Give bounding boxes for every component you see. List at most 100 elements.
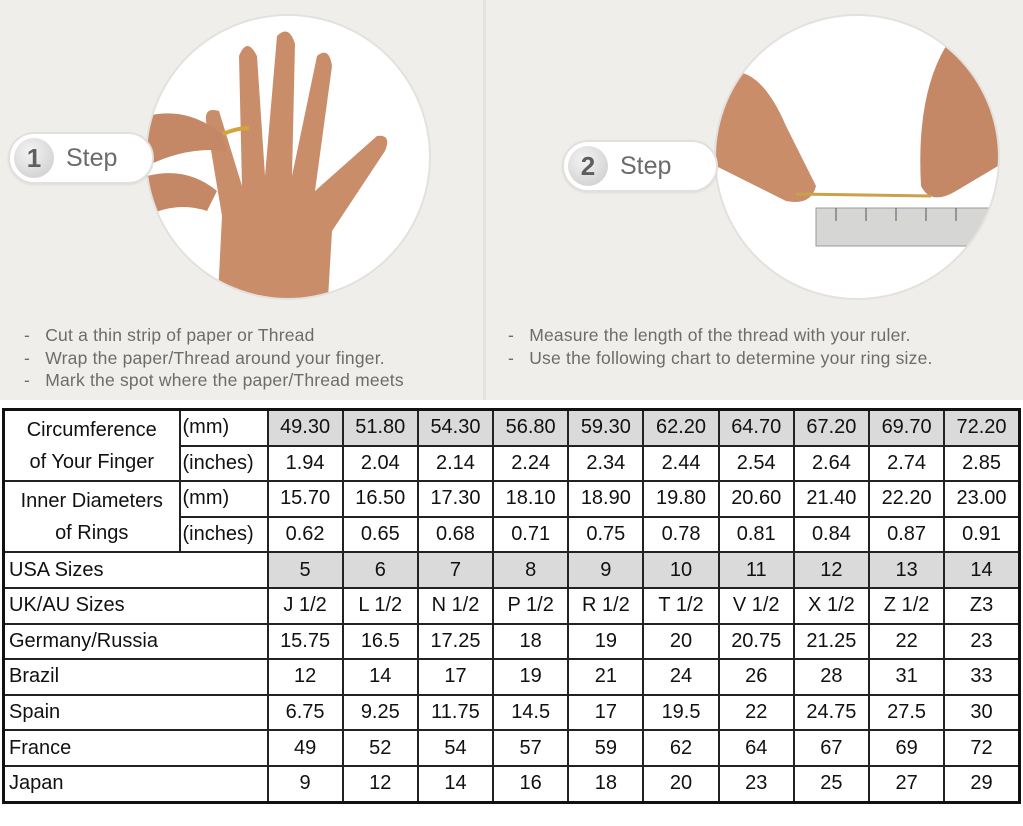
table-cell: 2.74 [867, 444, 946, 483]
table-cell: 2.54 [717, 444, 795, 483]
table-cell: 59.30 [567, 408, 645, 447]
table-cell: 0.62 [266, 515, 344, 554]
table-cell: Z3 [943, 586, 1021, 625]
table-cell: 24.75 [792, 693, 871, 732]
table-cell: 19.80 [642, 480, 720, 518]
inner-diameter-header: Inner Diameters of Rings [2, 480, 181, 554]
table-cell: 52 [341, 729, 419, 767]
table-row: UK/AU Sizes J 1/2 L 1/2 N 1/2 P 1/2 R 1/2 T 1/… [2, 586, 1021, 625]
table-cell: 13 [867, 551, 946, 589]
table-cell: 25 [792, 764, 871, 804]
table-cell: 0.78 [642, 515, 720, 554]
table-cell: 57 [492, 729, 570, 767]
table-cell: 2.44 [642, 444, 720, 483]
row-label: France [2, 729, 269, 767]
table-cell: 29 [943, 764, 1021, 804]
table-cell: 21.25 [792, 622, 871, 661]
hand-ring-photo [147, 16, 429, 298]
table-cell: 2.24 [492, 444, 570, 483]
ruler-thread-photo [716, 16, 998, 298]
table-cell: 27.5 [867, 693, 946, 732]
instruction: Mark the spot where the paper/Thread mee… [24, 369, 404, 392]
table-cell: 2.85 [943, 444, 1021, 483]
table-cell: 20.75 [717, 622, 795, 661]
table-row: USA Sizes 5 6 7 8 9 10 11 12 13 14 [2, 551, 1021, 589]
table-cell: 8 [492, 551, 570, 589]
table-cell: 14 [416, 764, 495, 804]
table-cell: 0.68 [416, 515, 495, 554]
table-cell: 49 [266, 729, 344, 767]
table-row: Germany/Russia 15.75 16.5 17.25 18 19 20 20.75 2… [2, 622, 1021, 661]
table-row: Circumference of Your Finger (mm) 49.30 51.8… [2, 408, 1021, 483]
instruction: Wrap the paper/Thread around your finger… [24, 347, 404, 370]
table-cell: 14 [341, 658, 419, 696]
table-cell: 62 [642, 729, 720, 767]
table-cell: 56.80 [492, 408, 570, 447]
table-cell: 11.75 [416, 693, 495, 732]
table-cell: 0.75 [567, 515, 645, 554]
table-cell: 54 [416, 729, 495, 767]
table-cell: 49.30 [266, 408, 344, 447]
table-cell: 16.50 [341, 480, 419, 518]
table-cell: 62.20 [642, 408, 720, 447]
table-cell: 18 [492, 622, 570, 661]
table-cell: 14 [943, 551, 1021, 589]
table-cell: 0.71 [492, 515, 570, 554]
table-cell: 7 [416, 551, 495, 589]
row-label: Spain [2, 693, 269, 732]
table-cell: 17.30 [416, 480, 495, 518]
table-cell: 2.14 [416, 444, 495, 483]
table-cell: 72 [943, 729, 1021, 767]
table-cell: 0.84 [792, 515, 871, 554]
table-cell: 2.04 [341, 444, 419, 483]
table-cell: T 1/2 [642, 586, 720, 625]
table-cell: 0.87 [867, 515, 946, 554]
table-cell: 59 [567, 729, 645, 767]
table-cell: 20 [642, 764, 720, 804]
table-cell: 11 [717, 551, 795, 589]
table-cell: 20 [642, 622, 720, 661]
table-cell: 15.70 [266, 480, 344, 518]
table-cell: 22.20 [867, 480, 946, 518]
step-2-badge: 2 Step [562, 140, 718, 192]
table-cell: 30 [943, 693, 1021, 732]
instruction: Measure the length of the thread with yo… [508, 324, 933, 347]
table-cell: 18.90 [567, 480, 645, 518]
table-cell: 18 [567, 764, 645, 804]
divider [483, 0, 486, 400]
table-cell: 12 [266, 658, 344, 696]
table-cell: 18.10 [492, 480, 570, 518]
row-label: Japan [2, 764, 269, 804]
table-row: Japan 9 12 14 16 18 20 23 25 27 29 [2, 764, 1021, 804]
table-row: France 49 52 54 57 59 62 64 67 69 72 [2, 729, 1021, 767]
table-row: (inches) 0.62 0.65 0.68 0.71 0.75 0.78 0.81 0.84… [4, 515, 1021, 554]
row-label: USA Sizes [2, 551, 269, 589]
table-cell: V 1/2 [717, 586, 795, 625]
table-cell: 21.40 [792, 480, 871, 518]
table-cell: 17 [416, 658, 495, 696]
table-cell: 9 [567, 551, 645, 589]
table-cell: 17 [567, 693, 645, 732]
table-cell: 23 [943, 622, 1021, 661]
table-cell: J 1/2 [266, 586, 344, 625]
table-cell: 27 [867, 764, 946, 804]
table-cell: 1.94 [266, 444, 344, 483]
table-cell: 22 [867, 622, 946, 661]
table-cell: X 1/2 [792, 586, 871, 625]
table-cell: 26 [717, 658, 795, 696]
instruction: Use the following chart to determine you… [508, 347, 933, 370]
header-line: of Your Finger [29, 450, 155, 473]
table-cell: 64 [717, 729, 795, 767]
unit-label: (inches) [178, 515, 269, 554]
table-cell: 9.25 [341, 693, 419, 732]
table-cell: 6.75 [266, 693, 344, 732]
table-cell: 10 [642, 551, 720, 589]
table-cell: Z 1/2 [867, 586, 946, 625]
table-cell: 0.65 [341, 515, 419, 554]
row-label: UK/AU Sizes [2, 586, 269, 625]
table-cell: 20.60 [717, 480, 795, 518]
step-1-instructions: Cut a thin strip of paper or Thread Wrap… [24, 324, 404, 392]
table-cell: 31 [867, 658, 946, 696]
table-cell: 23.00 [943, 480, 1021, 518]
table-cell: 67 [792, 729, 871, 767]
